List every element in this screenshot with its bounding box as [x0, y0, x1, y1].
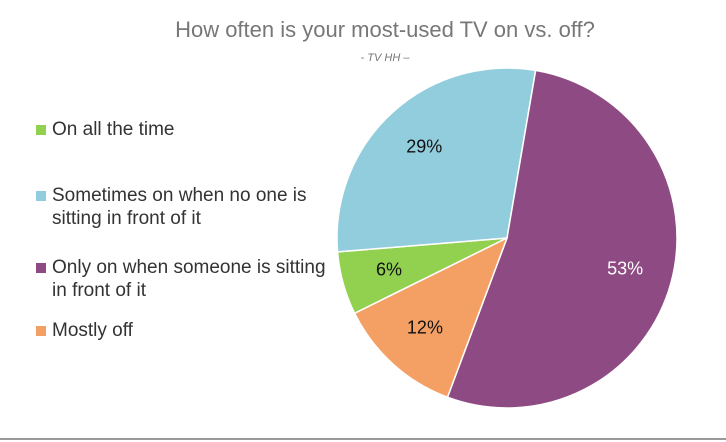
- data-label: 6%: [376, 259, 402, 279]
- legend-swatch: [36, 125, 46, 135]
- pie-slice: [353, 236, 509, 399]
- data-label: 53%: [607, 259, 643, 279]
- pie-slice: [446, 69, 678, 409]
- legend-swatch: [36, 263, 46, 273]
- legend-swatch: [36, 191, 46, 201]
- legend-item: Only on when someone is sitting in front…: [36, 256, 326, 302]
- legend-item: Sometimes on when no one is sitting in f…: [36, 184, 326, 230]
- legend-label: On all the time: [52, 119, 175, 140]
- legend-label: Only on when someone is sitting in front…: [52, 257, 326, 301]
- chart-title: How often is your most-used TV on vs. of…: [175, 17, 595, 42]
- chart-subtitle: - TV HH –: [361, 52, 411, 64]
- legend-swatch: [36, 326, 46, 336]
- legend-label: Sometimes on when no one is sitting in f…: [52, 185, 307, 229]
- pie-slice: [336, 67, 537, 253]
- legend-label: Mostly off: [52, 320, 133, 341]
- data-label: 29%: [406, 137, 442, 157]
- legend-item: On all the time: [36, 118, 326, 141]
- data-label: 12%: [407, 318, 443, 338]
- legend-item: Mostly off: [36, 319, 326, 342]
